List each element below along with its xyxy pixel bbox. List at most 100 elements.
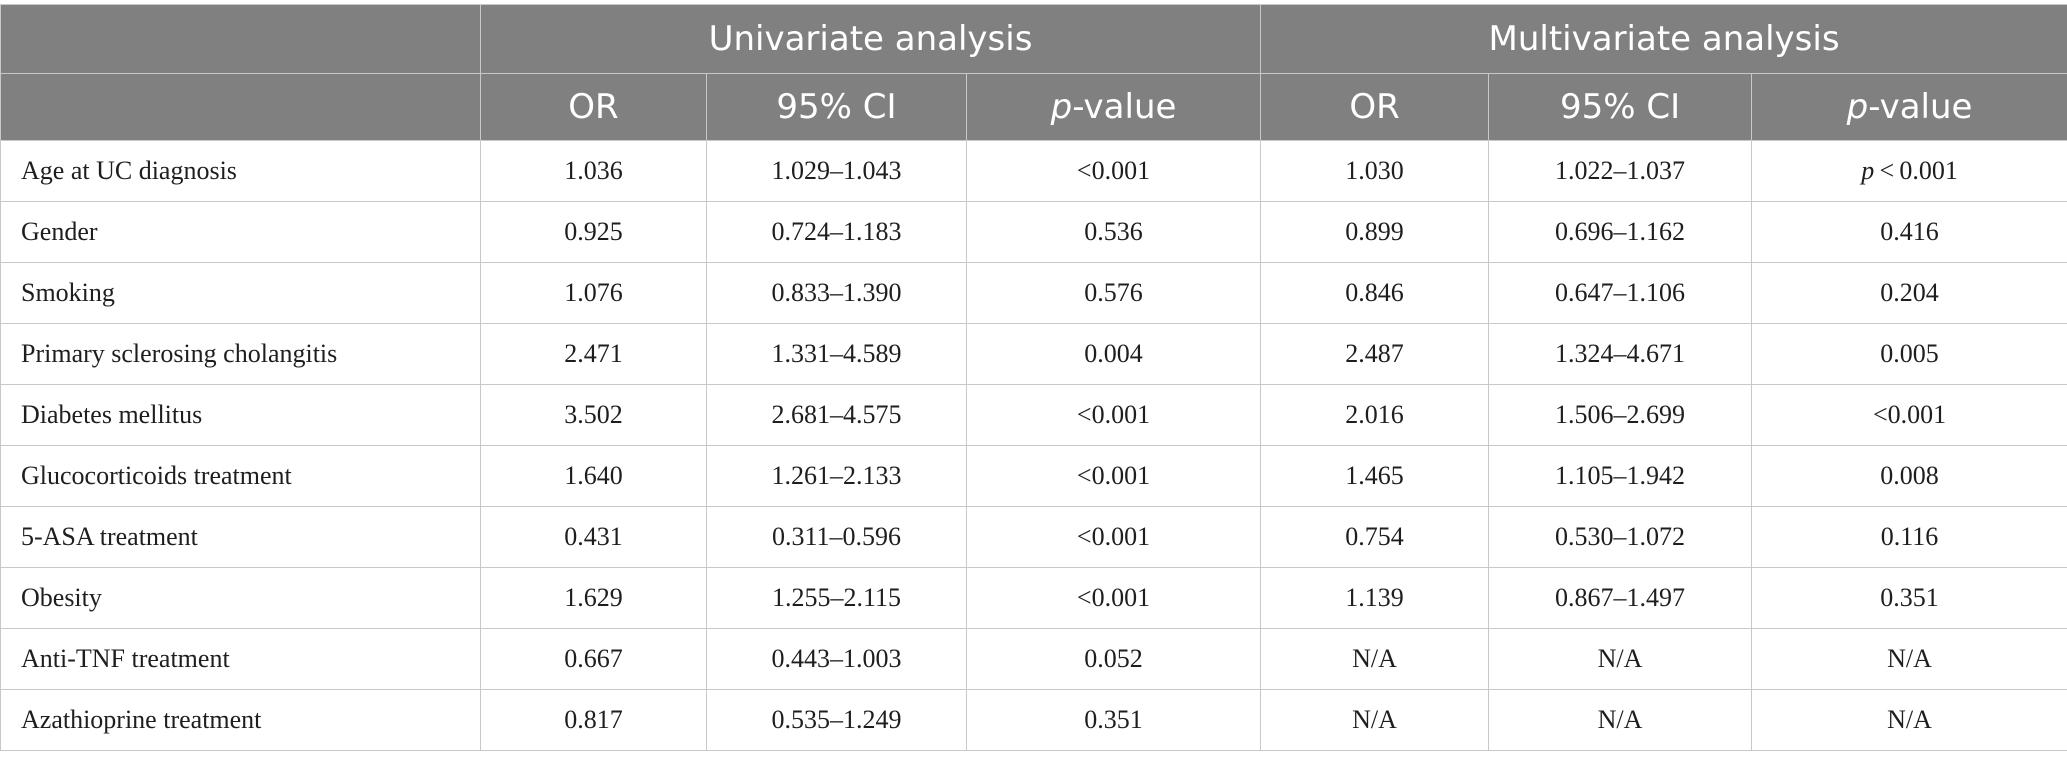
multivariate-or: 1.139 xyxy=(1260,567,1490,629)
multivariate-or: 2.487 xyxy=(1260,323,1490,385)
univariate-p: 0.004 xyxy=(965,323,1262,385)
univariate-ci: 0.535–1.249 xyxy=(706,689,967,751)
univariate-p: <0.001 xyxy=(965,384,1262,446)
multivariate-ci: 0.867–1.497 xyxy=(1488,567,1753,629)
multivariate-or: 0.846 xyxy=(1260,262,1490,324)
p-suffix: -value xyxy=(1072,87,1177,127)
p-value-text: < 0.001 xyxy=(1874,156,1958,185)
multivariate-ci: 1.324–4.671 xyxy=(1488,323,1753,385)
multivariate-p: 0.351 xyxy=(1751,567,2067,629)
multivariate-or: 1.030 xyxy=(1260,140,1490,202)
univariate-p: 0.351 xyxy=(965,689,1262,751)
table-row: Azathioprine treatment 0.817 0.535–1.249… xyxy=(0,689,2067,751)
row-label: 5-ASA treatment xyxy=(0,506,481,568)
univariate-or: 2.471 xyxy=(480,323,707,385)
table-row: Anti-TNF treatment 0.667 0.443–1.003 0.0… xyxy=(0,628,2067,690)
multivariate-p-header: p-value xyxy=(1751,73,2067,141)
table-body: Age at UC diagnosis 1.036 1.029–1.043 <0… xyxy=(0,140,2067,751)
row-label: Diabetes mellitus xyxy=(0,384,481,446)
results-table: Univariate analysis Multivariate analysi… xyxy=(0,4,2067,751)
multivariate-p: N/A xyxy=(1751,628,2067,690)
univariate-or: 1.640 xyxy=(480,445,707,507)
table-row: Obesity 1.629 1.255–2.115 <0.001 1.139 0… xyxy=(0,567,2067,629)
univariate-or: 0.925 xyxy=(480,201,707,263)
table-row: Age at UC diagnosis 1.036 1.029–1.043 <0… xyxy=(0,140,2067,202)
p-italic: p xyxy=(1846,87,1869,127)
univariate-p: <0.001 xyxy=(965,140,1262,202)
univariate-ci-header: 95% CI xyxy=(706,73,967,141)
multivariate-p: <0.001 xyxy=(1751,384,2067,446)
multivariate-or: 2.016 xyxy=(1260,384,1490,446)
multivariate-ci: N/A xyxy=(1488,689,1753,751)
univariate-or: 1.629 xyxy=(480,567,707,629)
row-label: Age at UC diagnosis xyxy=(0,140,481,202)
multivariate-or-header: OR xyxy=(1260,73,1490,141)
univariate-p: 0.536 xyxy=(965,201,1262,263)
multivariate-p: 0.204 xyxy=(1751,262,2067,324)
table-row: Primary sclerosing cholangitis 2.471 1.3… xyxy=(0,323,2067,385)
row-label: Glucocorticoids treatment xyxy=(0,445,481,507)
univariate-p: <0.001 xyxy=(965,567,1262,629)
univariate-header: Univariate analysis xyxy=(479,4,1262,74)
multivariate-ci: 0.530–1.072 xyxy=(1488,506,1753,568)
multivariate-or: N/A xyxy=(1260,628,1490,690)
multivariate-p: p < 0.001 xyxy=(1751,140,2067,202)
univariate-or: 0.431 xyxy=(480,506,707,568)
group-header-row: Univariate analysis Multivariate analysi… xyxy=(0,4,2067,74)
univariate-ci: 1.029–1.043 xyxy=(706,140,967,202)
multivariate-or: 0.754 xyxy=(1260,506,1490,568)
univariate-or: 1.036 xyxy=(480,140,707,202)
subheader-row: OR 95% CI p-value OR 95% CI p-value xyxy=(0,73,2067,141)
table-row: Smoking 1.076 0.833–1.390 0.576 0.846 0.… xyxy=(0,262,2067,324)
multivariate-p: 0.008 xyxy=(1751,445,2067,507)
univariate-ci: 1.261–2.133 xyxy=(706,445,967,507)
multivariate-ci: 0.647–1.106 xyxy=(1488,262,1753,324)
row-label: Anti-TNF treatment xyxy=(0,628,481,690)
row-label: Primary sclerosing cholangitis xyxy=(0,323,481,385)
univariate-ci: 0.833–1.390 xyxy=(706,262,967,324)
univariate-ci: 0.443–1.003 xyxy=(706,628,967,690)
univariate-p: <0.001 xyxy=(965,445,1262,507)
multivariate-p: 0.005 xyxy=(1751,323,2067,385)
table-row: 5-ASA treatment 0.431 0.311–0.596 <0.001… xyxy=(0,506,2067,568)
table-row: Gender 0.925 0.724–1.183 0.536 0.899 0.6… xyxy=(0,201,2067,263)
header-corner xyxy=(0,4,481,74)
multivariate-ci: 1.022–1.037 xyxy=(1488,140,1753,202)
subheader-corner xyxy=(0,73,481,141)
table-row: Glucocorticoids treatment 1.640 1.261–2.… xyxy=(0,445,2067,507)
multivariate-ci: 0.696–1.162 xyxy=(1488,201,1753,263)
row-label: Obesity xyxy=(0,567,481,629)
multivariate-p: N/A xyxy=(1751,689,2067,751)
multivariate-ci-header: 95% CI xyxy=(1488,73,1753,141)
row-label: Gender xyxy=(0,201,481,263)
p-suffix: -value xyxy=(1868,87,1973,127)
univariate-p: <0.001 xyxy=(965,506,1262,568)
univariate-or: 3.502 xyxy=(480,384,707,446)
multivariate-ci: N/A xyxy=(1488,628,1753,690)
multivariate-header: Multivariate analysis xyxy=(1260,4,2067,74)
univariate-ci: 2.681–4.575 xyxy=(706,384,967,446)
univariate-p-header: p-value xyxy=(965,73,1262,141)
multivariate-ci: 1.105–1.942 xyxy=(1488,445,1753,507)
univariate-ci: 1.255–2.115 xyxy=(706,567,967,629)
univariate-or: 0.667 xyxy=(480,628,707,690)
univariate-ci: 0.724–1.183 xyxy=(706,201,967,263)
univariate-p: 0.052 xyxy=(965,628,1262,690)
multivariate-ci: 1.506–2.699 xyxy=(1488,384,1753,446)
multivariate-or: 0.899 xyxy=(1260,201,1490,263)
table-header: Univariate analysis Multivariate analysi… xyxy=(0,4,2067,141)
row-label: Azathioprine treatment xyxy=(0,689,481,751)
multivariate-p: 0.116 xyxy=(1751,506,2067,568)
univariate-p: 0.576 xyxy=(965,262,1262,324)
multivariate-p: 0.416 xyxy=(1751,201,2067,263)
p-italic: p xyxy=(1050,87,1073,127)
multivariate-or: N/A xyxy=(1260,689,1490,751)
univariate-or-header: OR xyxy=(480,73,707,141)
multivariate-or: 1.465 xyxy=(1260,445,1490,507)
table-row: Diabetes mellitus 3.502 2.681–4.575 <0.0… xyxy=(0,384,2067,446)
row-label: Smoking xyxy=(0,262,481,324)
univariate-or: 0.817 xyxy=(480,689,707,751)
p-italic: p xyxy=(1861,156,1875,185)
univariate-ci: 1.331–4.589 xyxy=(706,323,967,385)
univariate-or: 1.076 xyxy=(480,262,707,324)
